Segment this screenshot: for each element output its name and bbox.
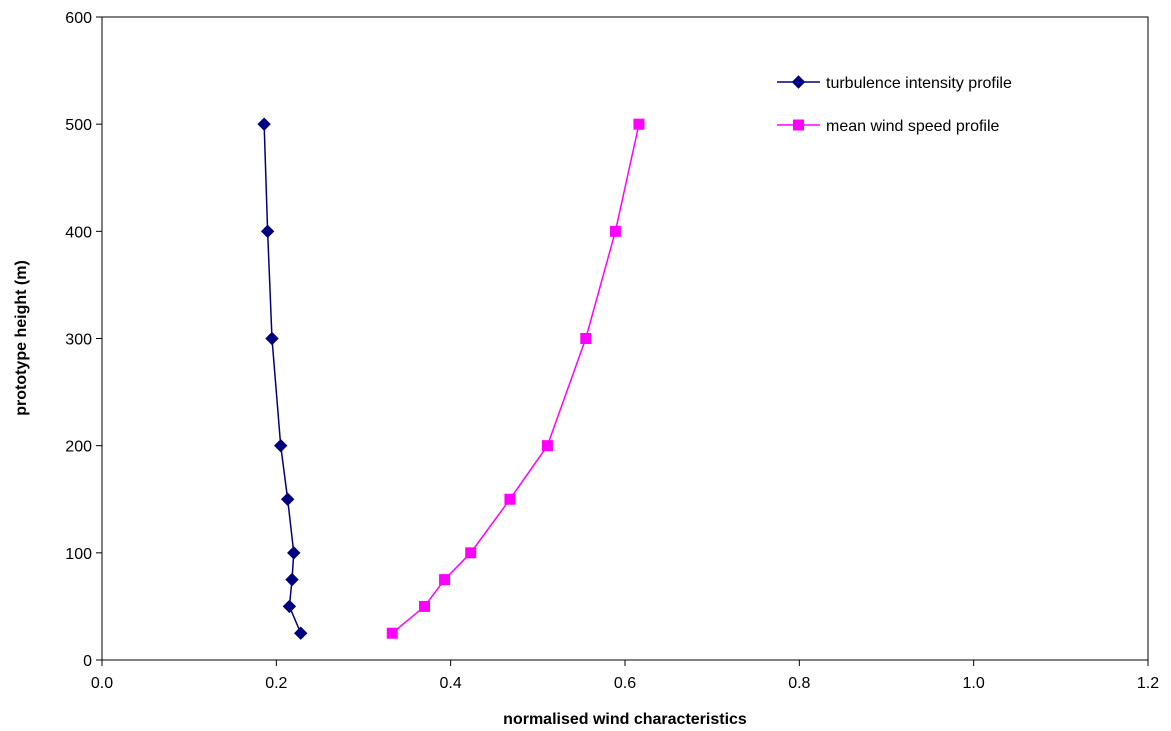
data-point (504, 493, 516, 505)
data-point (580, 333, 592, 344)
y-axis: 0 100 200 300 400 500 600 (65, 10, 102, 670)
x-tick-label: 0.4 (440, 675, 462, 692)
data-point (280, 492, 295, 506)
data-point (541, 440, 553, 452)
legend-label: mean wind speed profile (826, 118, 1000, 135)
y-tick-label: 500 (65, 117, 92, 134)
legend-swatch-marker (793, 119, 804, 131)
data-point (294, 626, 308, 640)
data-point (287, 546, 301, 560)
data-point (386, 627, 398, 639)
data-point (465, 547, 477, 559)
data-point (260, 224, 275, 239)
x-axis-title: normalised wind characteristics (503, 711, 747, 728)
legend-swatch-marker (791, 75, 806, 89)
legend-item: turbulence intensity profile (777, 75, 1012, 92)
data-point (273, 438, 288, 453)
x-tick-label: 1.2 (1137, 675, 1159, 692)
y-tick-label: 100 (65, 546, 92, 563)
x-tick-label: 0.0 (91, 675, 113, 692)
x-tick-label: 1.0 (963, 675, 985, 692)
x-tick-label: 0.8 (788, 675, 810, 692)
x-axis: 0.0 0.2 0.4 0.6 0.8 1.0 1.2 (91, 660, 1159, 692)
x-tick-label: 0.6 (614, 675, 636, 692)
data-point (419, 600, 431, 612)
legend: turbulence intensity profile mean wind sp… (777, 75, 1012, 135)
data-point (282, 599, 297, 614)
series-2 (386, 118, 645, 639)
legend-label: turbulence intensity profile (826, 75, 1012, 92)
data-point (265, 331, 279, 346)
series-1 (257, 117, 308, 640)
y-tick-label: 200 (65, 439, 92, 456)
y-axis-title: prototype height (m) (13, 260, 30, 416)
data-point (285, 572, 299, 587)
y-tick-label: 400 (65, 224, 92, 241)
series-layer (257, 117, 645, 640)
legend-item: mean wind speed profile (777, 118, 1000, 135)
data-point (257, 117, 271, 131)
data-point (609, 225, 621, 237)
y-tick-label: 0 (83, 653, 92, 670)
plot-area (101, 16, 1149, 661)
y-tick-label: 300 (65, 332, 92, 349)
y-tick-label: 600 (65, 10, 92, 27)
data-point (439, 574, 451, 586)
data-point (633, 118, 645, 130)
x-tick-label: 0.2 (265, 675, 287, 692)
